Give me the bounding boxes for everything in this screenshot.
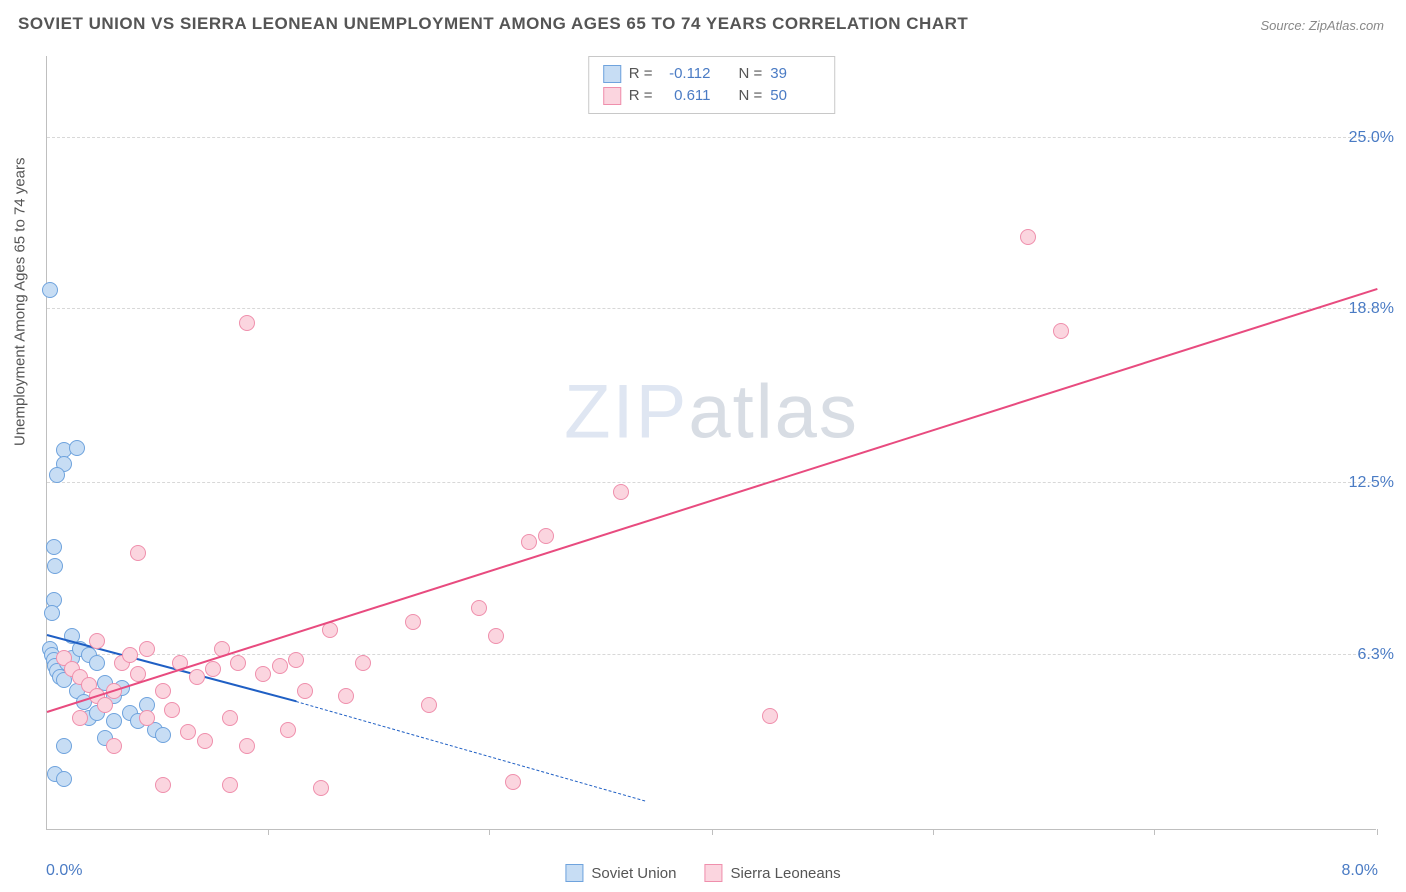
legend-label: Sierra Leoneans — [730, 865, 840, 882]
r-label: R = — [629, 85, 653, 107]
trend-line-extrapolated — [296, 701, 645, 801]
watermark-text-2: atlas — [688, 369, 859, 454]
data-point — [288, 652, 304, 668]
data-point — [762, 708, 778, 724]
x-tick — [712, 829, 713, 835]
x-axis-min-label: 0.0% — [46, 862, 82, 880]
gridline — [47, 308, 1376, 309]
n-value: 39 — [770, 63, 820, 85]
legend-swatch — [603, 87, 621, 105]
y-axis-label: Unemployment Among Ages 65 to 74 years — [12, 157, 29, 446]
legend-item: Sierra Leoneans — [704, 864, 840, 882]
x-tick — [1154, 829, 1155, 835]
data-point — [272, 658, 288, 674]
data-point — [230, 655, 246, 671]
data-point — [488, 628, 504, 644]
data-point — [72, 710, 88, 726]
n-value: 50 — [770, 85, 820, 107]
trend-line — [47, 288, 1378, 713]
data-point — [613, 484, 629, 500]
y-tick-label: 6.3% — [1358, 646, 1394, 664]
data-point — [122, 647, 138, 663]
gridline — [47, 137, 1376, 138]
data-point — [155, 727, 171, 743]
y-tick-label: 25.0% — [1349, 129, 1394, 147]
data-point — [239, 738, 255, 754]
data-point — [42, 282, 58, 298]
y-tick-label: 18.8% — [1349, 300, 1394, 318]
stats-row: R = -0.112 N = 39 — [603, 63, 821, 85]
data-point — [280, 722, 296, 738]
data-point — [189, 669, 205, 685]
chart-plot-area: ZIPatlas R = -0.112 N = 39 R = 0.611 N = 50 — [46, 56, 1376, 830]
legend-label: Soviet Union — [591, 865, 676, 882]
x-axis-max-label: 8.0% — [1342, 862, 1378, 880]
gridline — [47, 482, 1376, 483]
data-point — [49, 467, 65, 483]
data-point — [297, 683, 313, 699]
data-point — [521, 534, 537, 550]
data-point — [1053, 323, 1069, 339]
data-point — [222, 710, 238, 726]
data-point — [197, 733, 213, 749]
data-point — [222, 777, 238, 793]
legend-item: Soviet Union — [565, 864, 676, 882]
chart-title: SOVIET UNION VS SIERRA LEONEAN UNEMPLOYM… — [18, 14, 968, 34]
stats-row: R = 0.611 N = 50 — [603, 85, 821, 107]
data-point — [56, 738, 72, 754]
data-point — [130, 545, 146, 561]
data-point — [46, 539, 62, 555]
x-tick — [489, 829, 490, 835]
gridline — [47, 654, 1376, 655]
data-point — [355, 655, 371, 671]
data-point — [139, 641, 155, 657]
data-point — [106, 738, 122, 754]
n-label: N = — [739, 85, 763, 107]
data-point — [505, 774, 521, 790]
data-point — [255, 666, 271, 682]
x-tick — [1377, 829, 1378, 835]
r-value: -0.112 — [661, 63, 711, 85]
data-point — [56, 771, 72, 787]
source-label: Source: ZipAtlas.com — [1260, 18, 1384, 33]
data-point — [538, 528, 554, 544]
x-tick — [268, 829, 269, 835]
data-point — [89, 655, 105, 671]
data-point — [205, 661, 221, 677]
x-tick — [933, 829, 934, 835]
r-value: 0.611 — [661, 85, 711, 107]
watermark-text-1: ZIP — [564, 369, 688, 454]
data-point — [139, 710, 155, 726]
legend-swatch — [704, 864, 722, 882]
data-point — [97, 697, 113, 713]
data-point — [164, 702, 180, 718]
legend-swatch — [603, 65, 621, 83]
data-point — [47, 558, 63, 574]
data-point — [155, 683, 171, 699]
chart-legend: Soviet Union Sierra Leoneans — [565, 864, 840, 882]
legend-swatch — [565, 864, 583, 882]
data-point — [471, 600, 487, 616]
data-point — [89, 633, 105, 649]
y-tick-label: 12.5% — [1349, 474, 1394, 492]
data-point — [69, 440, 85, 456]
data-point — [106, 713, 122, 729]
data-point — [44, 605, 60, 621]
data-point — [338, 688, 354, 704]
r-label: R = — [629, 63, 653, 85]
data-point — [180, 724, 196, 740]
data-point — [405, 614, 421, 630]
correlation-stats-box: R = -0.112 N = 39 R = 0.611 N = 50 — [588, 56, 836, 114]
n-label: N = — [739, 63, 763, 85]
data-point — [239, 315, 255, 331]
data-point — [421, 697, 437, 713]
data-point — [313, 780, 329, 796]
watermark: ZIPatlas — [564, 368, 859, 455]
data-point — [155, 777, 171, 793]
data-point — [1020, 229, 1036, 245]
